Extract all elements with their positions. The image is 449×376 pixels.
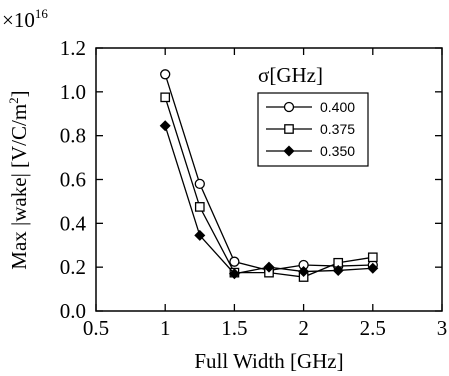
x-axis: 0.5 1 1.5 2 2.5 3: [83, 48, 447, 340]
x-tick-label: 2.5: [360, 316, 386, 340]
legend-item: 0.350: [266, 143, 355, 159]
x-tick-label: 1.5: [221, 316, 247, 340]
data-point: [332, 264, 344, 276]
legend-title: σ[GHz]: [258, 63, 323, 87]
data-point: [263, 261, 275, 273]
y-tick-label: 0.0: [60, 299, 86, 323]
legend-marker: [283, 145, 295, 157]
legend-marker: [284, 124, 294, 134]
legend-item: 0.400: [266, 99, 355, 115]
legend: σ[GHz] 0.400 0.375 0.350: [257, 63, 369, 167]
y-tick-label: 0.2: [60, 255, 86, 279]
series-layer: [159, 69, 379, 282]
x-tick-label: 0.5: [83, 316, 109, 340]
y-multiplier: ×1016: [2, 6, 48, 32]
data-point: [229, 256, 240, 267]
x-tick-label: 2: [298, 316, 309, 340]
y-tick-label: 1.0: [60, 80, 86, 104]
legend-label: 0.350: [320, 143, 355, 159]
legend-label: 0.375: [320, 121, 355, 137]
x-axis-title: Full Width [GHz]: [194, 349, 343, 373]
legend-label: 0.400: [320, 99, 355, 115]
x-tick-label: 1: [160, 316, 171, 340]
data-point: [298, 266, 310, 278]
data-point: [194, 202, 205, 212]
y-tick-label: 0.8: [60, 124, 86, 148]
x-tick-label: 3: [437, 316, 448, 340]
y-tick-label: 0.6: [60, 168, 86, 192]
data-point: [194, 178, 205, 190]
data-point: [228, 268, 240, 280]
data-point: [160, 92, 171, 103]
y-tick-label: 1.2: [60, 36, 86, 60]
data-point: [159, 120, 171, 132]
data-point: [367, 262, 379, 274]
series-diamond: [159, 120, 379, 280]
y-axis-title: Max |wake| [V/C/m2]: [6, 90, 31, 269]
data-point: [160, 69, 171, 80]
legend-item: 0.375: [266, 121, 355, 137]
y-tick-label: 0.4: [60, 211, 87, 235]
data-point: [367, 252, 378, 263]
data-point: [194, 229, 206, 241]
legend-marker: [283, 101, 295, 113]
y-axis: 0.0 0.2 0.4 0.6 0.8 1.0 1.2: [60, 36, 442, 323]
